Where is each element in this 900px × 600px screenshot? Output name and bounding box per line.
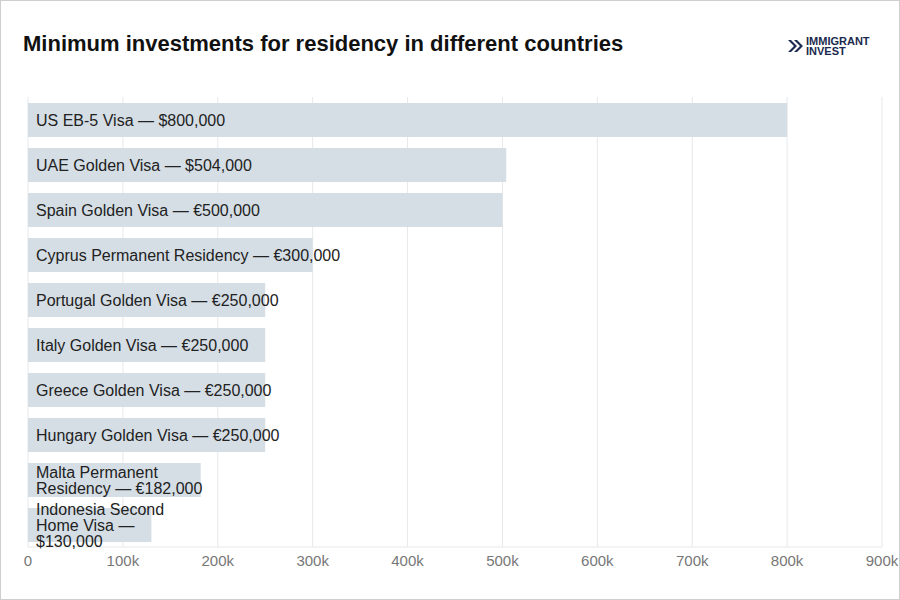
svg-text:Greece Golden Visa — €250,000: Greece Golden Visa — €250,000 <box>36 382 272 399</box>
html-text:INVEST: INVEST <box>806 45 846 57</box>
svg-text:500k: 500k <box>486 552 519 569</box>
svg-text:300k: 300k <box>296 552 329 569</box>
svg-text:700k: 700k <box>676 552 709 569</box>
svg-text:600k: 600k <box>581 552 614 569</box>
svg-text:Cyprus Permanent Residency — €: Cyprus Permanent Residency — €300,000 <box>36 247 340 264</box>
html-text:Minimum investments for reside: Minimum investments for residency in dif… <box>23 31 624 56</box>
svg-text:200k: 200k <box>202 552 235 569</box>
html-text:IMMIGRANT: IMMIGRANT <box>806 35 870 47</box>
svg-text:Spain Golden Visa — €500,000: Spain Golden Visa — €500,000 <box>36 202 260 219</box>
svg-text:Italy Golden Visa — €250,000: Italy Golden Visa — €250,000 <box>36 337 248 354</box>
svg-text:0: 0 <box>24 552 32 569</box>
svg-text:UAE Golden Visa — $504,000: UAE Golden Visa — $504,000 <box>36 157 252 174</box>
svg-text:Hungary Golden Visa — €250,000: Hungary Golden Visa — €250,000 <box>36 427 280 444</box>
svg-text:800k: 800k <box>771 552 804 569</box>
svg-text:US EB-5 Visa — $800,000: US EB-5 Visa — $800,000 <box>36 112 225 129</box>
svg-text:400k: 400k <box>391 552 424 569</box>
svg-text:Portugal Golden Visa — €250,00: Portugal Golden Visa — €250,000 <box>36 292 279 309</box>
svg-text:Malta PermanentResidency — €18: Malta PermanentResidency — €182,000 <box>36 464 202 497</box>
svg-text:100k: 100k <box>107 552 140 569</box>
svg-text:900k: 900k <box>866 552 892 569</box>
svg-text:Indonesia SecondHome Visa —$13: Indonesia SecondHome Visa —$130,000 <box>36 501 164 550</box>
